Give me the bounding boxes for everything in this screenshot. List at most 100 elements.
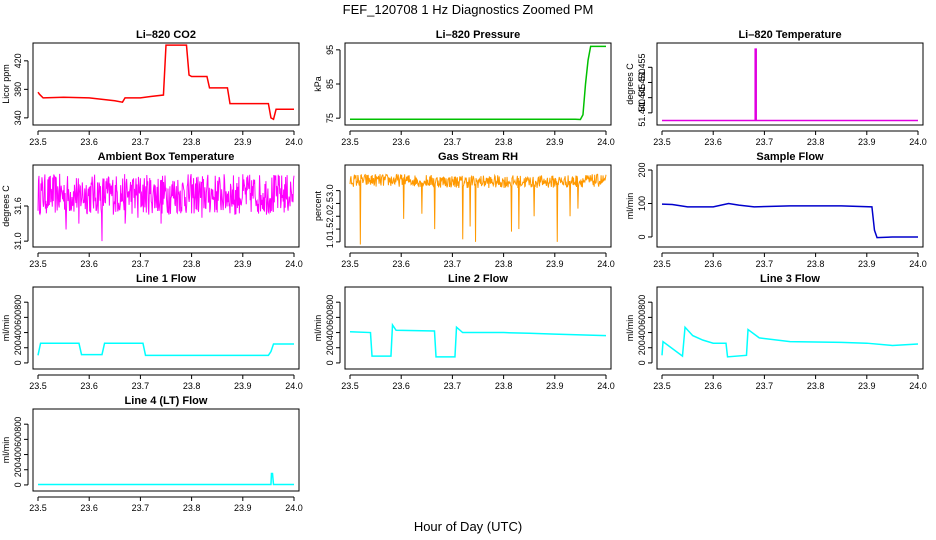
plot-frame [32, 286, 300, 370]
x-tick-label: 24.0 [285, 381, 303, 391]
x-axis: 23.5 23.6 23.7 23.8 23.9 24.0 [341, 252, 615, 269]
y-axis-label: ml/min [1, 315, 11, 342]
x-tick-label: 23.8 [495, 381, 513, 391]
x-axis: 23.5 23.6 23.7 23.8 23.9 24.0 [29, 496, 303, 513]
y-tick-label: 400 [13, 447, 23, 462]
x-axis: 23.5 23.6 23.7 23.8 23.9 24.0 [29, 252, 303, 269]
panel-7: Line 1 Flow ml/min 23.5 23.6 23.7 23.8 23.9 24.… [1, 273, 303, 391]
x-tick-label: 23.5 [29, 503, 47, 513]
x-tick-label: 23.6 [392, 259, 410, 269]
x-tick-label: 24.0 [285, 137, 303, 147]
x-tick-label: 24.0 [597, 381, 615, 391]
plot-frame [656, 164, 924, 248]
y-axis-label: ml/min [313, 315, 323, 342]
y-axis: 75 85 95 [325, 45, 341, 123]
y-tick-label: 100 [637, 196, 647, 211]
x-tick-label: 23.5 [29, 137, 47, 147]
x-tick-label: 24.0 [597, 137, 615, 147]
figure-x-axis-label: Hour of Day (UTC) [414, 519, 522, 534]
y-axis-label: ml/min [625, 193, 635, 220]
y-tick-label: 31.0 [13, 232, 23, 250]
y-tick-label: 800 [13, 295, 23, 310]
x-axis: 23.5 23.6 23.7 23.8 23.9 24.0 [341, 130, 615, 147]
y-tick-label: 1.0 [325, 236, 335, 249]
x-tick-label: 23.7 [756, 137, 774, 147]
x-tick-label: 23.9 [858, 381, 876, 391]
x-tick-label: 23.5 [29, 259, 47, 269]
x-tick-label: 23.5 [341, 259, 359, 269]
plot-frame [344, 42, 612, 126]
y-tick-label: 400 [325, 325, 335, 340]
x-tick-label: 23.8 [183, 137, 201, 147]
series-line [38, 472, 294, 486]
y-tick-label: 51.440 [637, 99, 647, 127]
y-tick-label: 85 [325, 79, 335, 89]
x-tick-label: 23.5 [341, 137, 359, 147]
series-line [37, 342, 294, 357]
x-tick-label: 24.0 [909, 259, 927, 269]
y-tick-label: 200 [637, 163, 647, 178]
y-tick-label: 51.450 [637, 69, 647, 97]
y-tick-label: 3.0 [325, 184, 335, 197]
y-axis: 1.01.52.02.53.0 [325, 184, 341, 249]
y-axis-label: Licor ppm [1, 64, 11, 104]
y-axis-label: degrees C [1, 185, 11, 227]
x-tick-label: 23.9 [546, 381, 564, 391]
y-tick-label: 2.0 [325, 210, 335, 223]
x-tick-label: 23.9 [234, 259, 252, 269]
x-axis: 23.5 23.6 23.7 23.8 23.9 24.0 [29, 130, 303, 147]
x-tick-label: 23.6 [392, 137, 410, 147]
y-tick-label: 420 [13, 53, 23, 68]
y-axis: 340 380 420 [13, 53, 29, 125]
y-tick-label: 800 [637, 295, 647, 310]
series-line [349, 173, 607, 245]
series-line [350, 45, 606, 121]
y-tick-label: 200 [325, 340, 335, 355]
x-tick-label: 23.5 [653, 137, 671, 147]
x-tick-label: 24.0 [909, 137, 927, 147]
x-tick-label: 23.5 [29, 381, 47, 391]
y-tick-label: 600 [13, 310, 23, 325]
x-tick-label: 23.8 [807, 259, 825, 269]
y-axis-label: degrees C [625, 63, 635, 105]
x-axis: 23.5 23.6 23.7 23.8 23.9 24.0 [653, 252, 927, 269]
x-axis: 23.5 23.6 23.7 23.8 23.9 24.0 [29, 374, 303, 391]
panel-title: Ambient Box Temperature [98, 151, 235, 163]
x-tick-label: 23.5 [341, 381, 359, 391]
x-tick-label: 23.8 [495, 259, 513, 269]
y-tick-label: 0 [13, 360, 23, 365]
y-tick-label: 51.455 [637, 54, 647, 82]
plot-frame [656, 286, 924, 370]
x-tick-label: 23.8 [807, 381, 825, 391]
y-tick-label: 0 [325, 360, 335, 365]
panel-title: Line 1 Flow [136, 273, 196, 285]
y-tick-label: 600 [13, 432, 23, 447]
panel-title: Sample Flow [756, 151, 824, 163]
y-tick-label: 0 [637, 360, 647, 365]
x-tick-label: 23.8 [183, 381, 201, 391]
y-tick-label: 200 [13, 462, 23, 477]
y-axis-label: ml/min [1, 437, 11, 464]
x-axis: 23.5 23.6 23.7 23.8 23.9 24.0 [341, 374, 615, 391]
panel-title: Line 4 (LT) Flow [125, 395, 208, 407]
panel-title: Line 3 Flow [760, 273, 820, 285]
x-tick-label: 23.7 [132, 259, 150, 269]
panel-8: Line 2 Flow ml/min 23.5 23.6 23.7 23.8 23.9 24.… [313, 273, 615, 391]
x-tick-label: 23.6 [80, 137, 98, 147]
y-tick-label: 51.445 [637, 84, 647, 112]
x-tick-label: 23.8 [183, 503, 201, 513]
x-tick-label: 23.7 [132, 137, 150, 147]
y-axis-label: percent [313, 190, 323, 221]
x-tick-label: 23.9 [234, 503, 252, 513]
x-tick-label: 23.7 [444, 259, 462, 269]
x-tick-label: 24.0 [285, 259, 303, 269]
y-tick-label: 600 [325, 310, 335, 325]
plot-frame [344, 164, 612, 248]
x-tick-label: 23.5 [653, 381, 671, 391]
x-tick-label: 23.9 [858, 259, 876, 269]
